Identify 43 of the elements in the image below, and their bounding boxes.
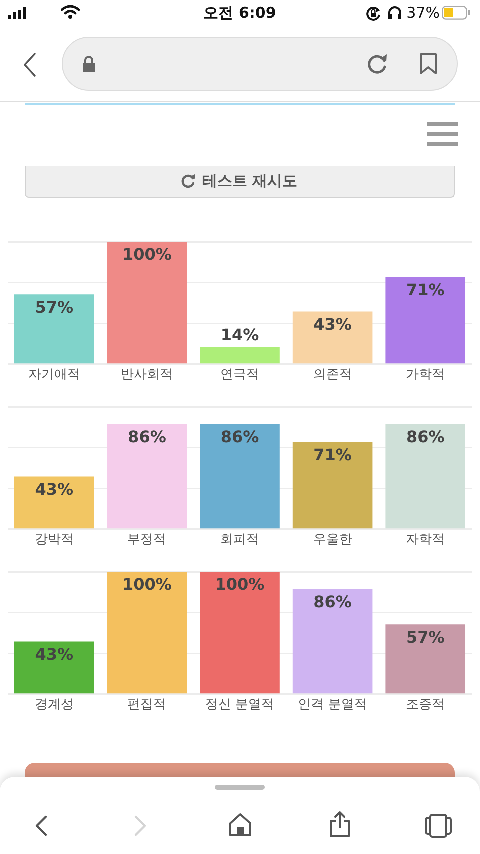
x-tick-label: 편집적 — [128, 698, 167, 713]
data-label: 100% — [122, 245, 172, 264]
text: 37% — [406, 3, 440, 24]
data-label: 43% — [35, 480, 74, 499]
x-tick-label: 부정적 — [128, 532, 167, 548]
bar — [14, 642, 94, 694]
x-tick-label: 인격 분열적 — [298, 698, 368, 713]
data-label: 86% — [128, 427, 166, 446]
x-tick-label: 경계성 — [34, 698, 74, 713]
data-label: 43% — [314, 314, 352, 334]
data-label: 86% — [220, 427, 260, 446]
bar — [386, 277, 466, 364]
bar — [292, 589, 373, 694]
data-label: 71% — [406, 280, 445, 300]
bar — [107, 242, 188, 364]
x-tick-label: 자기애적 — [28, 368, 80, 383]
x-tick-label: 정신 분열적 — [205, 698, 275, 713]
data-label: 57% — [35, 298, 74, 317]
bar — [386, 624, 466, 694]
x-tick-label: 반사회적 — [121, 368, 174, 383]
x-tick-label: 연극적 — [220, 368, 260, 383]
bar — [200, 572, 280, 694]
button: 테스트 재시도 — [25, 166, 455, 198]
bar — [200, 347, 280, 364]
x-tick-label: 회피적 — [220, 532, 260, 548]
text: 오전 6:09 — [202, 3, 278, 24]
x-tick-label: 우울한 — [313, 532, 352, 548]
x-tick-label: 강박적 — [34, 532, 74, 548]
data-label: 86% — [314, 592, 352, 612]
data-label: 86% — [406, 427, 445, 446]
x-tick-label: 의존적 — [313, 368, 352, 383]
data-label: 100% — [122, 575, 172, 594]
x-tick-label: 자학적 — [406, 532, 446, 548]
data-label: 71% — [314, 446, 352, 465]
bar — [292, 312, 373, 364]
data-label: 14% — [220, 325, 260, 344]
data-label: 100% — [215, 575, 265, 594]
data-label: 57% — [406, 628, 445, 647]
x-tick-label: 조증적 — [406, 698, 446, 713]
bar — [107, 572, 188, 694]
data-label: 43% — [35, 644, 74, 664]
x-tick-label: 가학적 — [406, 368, 446, 383]
bar — [14, 294, 94, 364]
